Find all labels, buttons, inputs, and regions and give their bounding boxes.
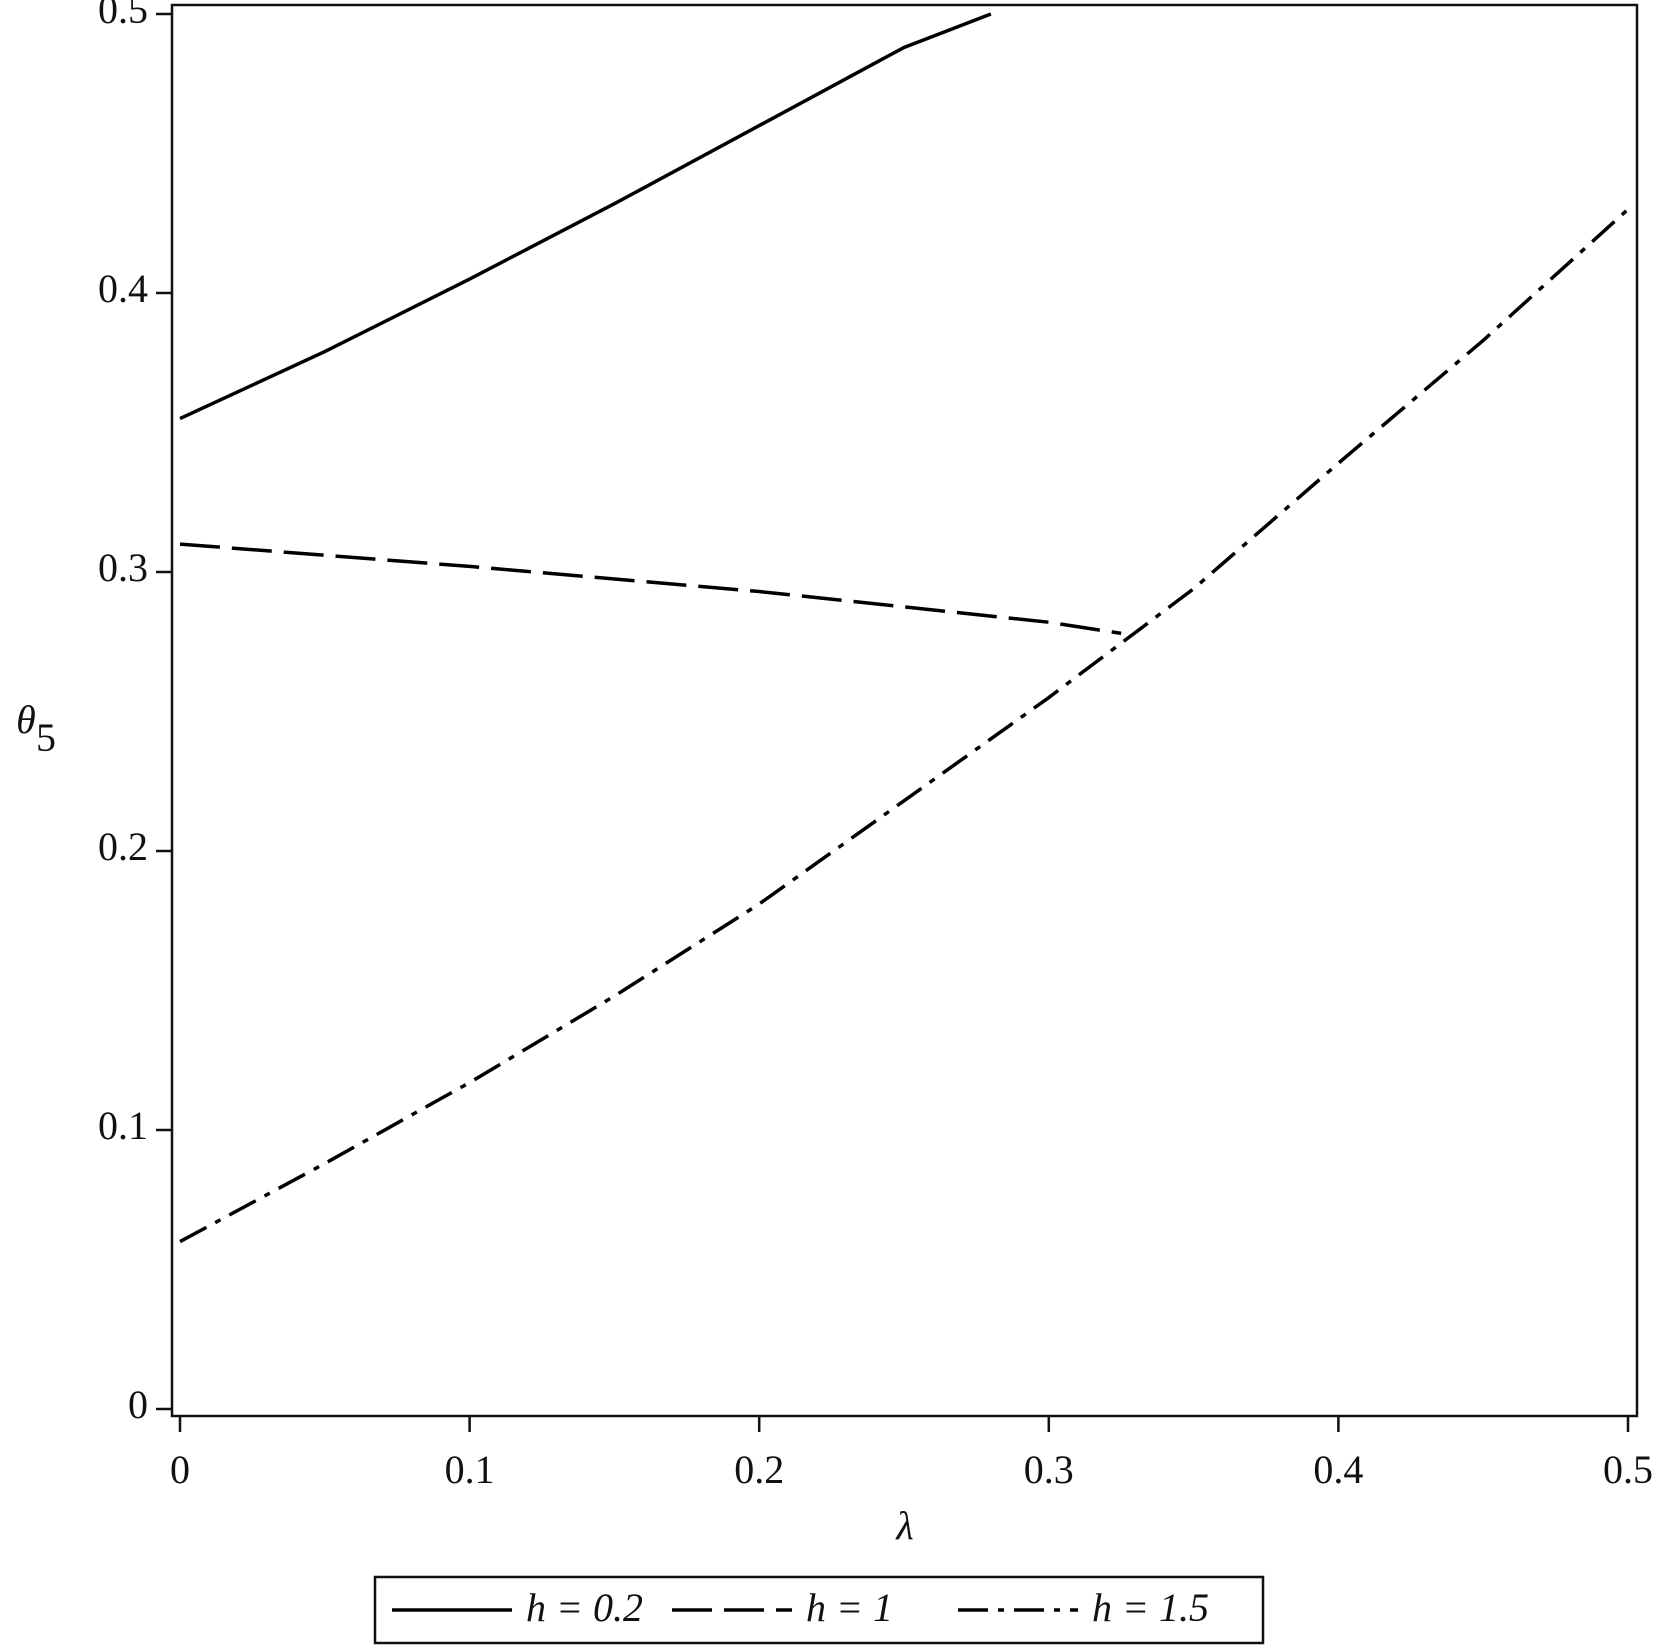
y-tick-label: 0.3 bbox=[98, 545, 148, 590]
x-tick-label: 0.4 bbox=[1313, 1447, 1363, 1492]
legend-frame bbox=[373, 1575, 1265, 1645]
series-line bbox=[179, 542, 1122, 636]
y-axis-label: θ bbox=[16, 697, 36, 742]
legend-label: h = 1 bbox=[806, 1585, 893, 1630]
x-tick-label: 0.5 bbox=[1603, 1447, 1653, 1492]
y-tick-label: 0.2 bbox=[98, 824, 148, 869]
x-tick-label: 0.3 bbox=[1024, 1447, 1074, 1492]
plot-frame bbox=[170, 3, 1639, 1418]
y-tick-label: 0.4 bbox=[98, 266, 148, 311]
x-tick-label: 0.1 bbox=[445, 1447, 495, 1492]
x-tick-label: 0.2 bbox=[734, 1447, 784, 1492]
y-axis-label-subscript: 5 bbox=[36, 715, 56, 760]
x-tick-label: 0 bbox=[170, 1447, 190, 1492]
plot-lines bbox=[179, 12, 1630, 1244]
y-tick-label: 0 bbox=[128, 1382, 148, 1427]
legend-label: h = 1.5 bbox=[1092, 1585, 1209, 1630]
legend-label: h = 0.2 bbox=[526, 1585, 643, 1630]
series-line bbox=[179, 208, 1630, 1244]
x-axis-label: λ bbox=[895, 1503, 913, 1548]
y-tick-label: 0.5 bbox=[98, 0, 148, 32]
y-tick-label: 0.1 bbox=[98, 1103, 148, 1148]
series-line bbox=[179, 12, 992, 421]
